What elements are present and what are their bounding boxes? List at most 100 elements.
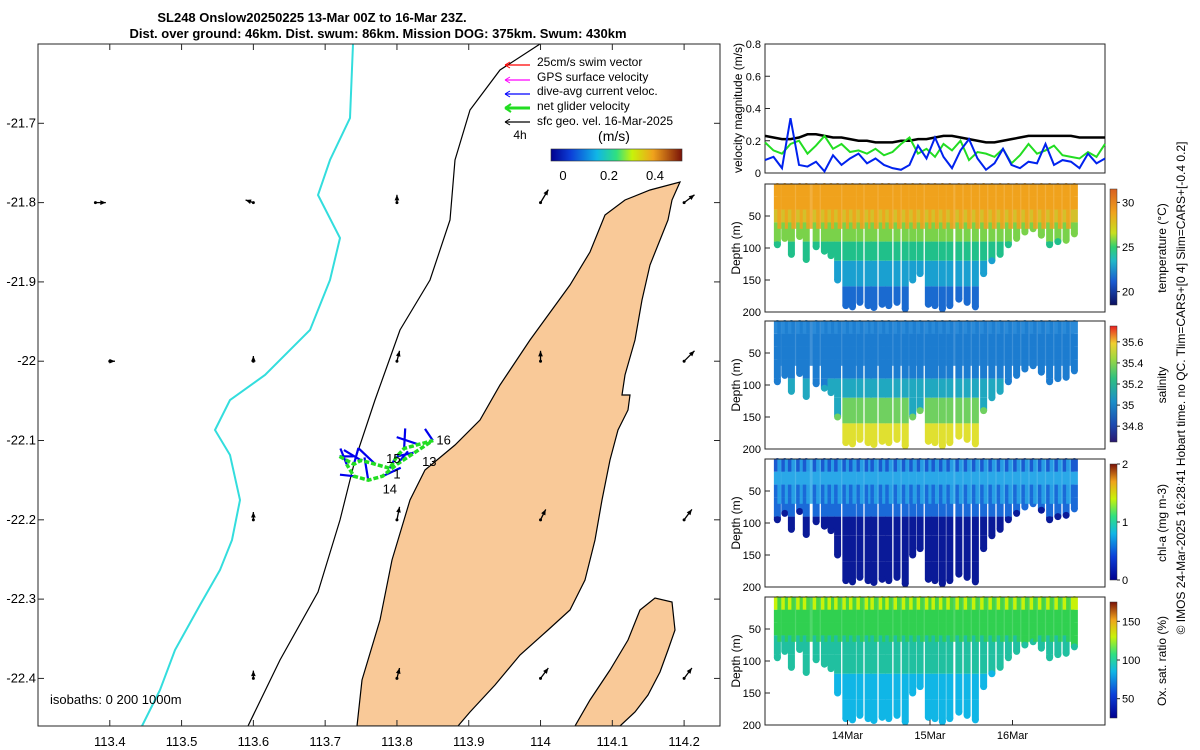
map-y-ticks: -21.7 -21.8 -21.9 -22 -22.1 -22.2 -22.3 -22.4 bbox=[6, 115, 720, 685]
profile-fill bbox=[983, 321, 992, 366]
profile-fill bbox=[1033, 184, 1042, 229]
profile-segment bbox=[938, 359, 946, 379]
map-y-tick-label: -22.1 bbox=[6, 433, 36, 448]
profile-segment bbox=[856, 673, 864, 700]
profile-bottom-point bbox=[842, 302, 850, 310]
profile-segment bbox=[1004, 497, 1012, 517]
profile-bottom-point bbox=[1070, 505, 1078, 513]
profile-segment bbox=[916, 673, 924, 687]
profile-segment bbox=[955, 359, 963, 379]
profile-bottom-point bbox=[980, 407, 988, 415]
map-x-ticks: 113.4 113.5 113.6 113.7 113.8 113.9 114 114.1 11… bbox=[94, 44, 700, 749]
geo-vector bbox=[682, 667, 693, 680]
profile-segment bbox=[924, 241, 932, 261]
profile-segment bbox=[901, 561, 909, 584]
profile-segment bbox=[971, 497, 979, 517]
profile-segment bbox=[1054, 497, 1062, 517]
profile-segment bbox=[924, 286, 932, 305]
profile-segment bbox=[848, 359, 856, 379]
profile-segment bbox=[938, 516, 946, 536]
profile-segment bbox=[842, 260, 850, 287]
profile-segment bbox=[938, 260, 946, 287]
profile-bottom-point bbox=[796, 232, 804, 240]
profile-bottom-point bbox=[1046, 378, 1054, 386]
profile-fill bbox=[873, 597, 883, 642]
profile-fill bbox=[888, 597, 897, 642]
profile-fill bbox=[991, 459, 1001, 504]
profile-segment bbox=[963, 635, 971, 655]
profile-fill bbox=[1033, 459, 1042, 504]
profile-segment bbox=[1070, 484, 1078, 498]
profile-segment bbox=[1054, 635, 1062, 655]
profile-segment bbox=[796, 635, 804, 650]
profile-segment bbox=[834, 654, 842, 674]
profile-segment bbox=[827, 222, 835, 242]
profile-segment bbox=[787, 222, 795, 242]
profile-segment bbox=[893, 286, 901, 303]
profile-segment bbox=[787, 635, 795, 655]
speed-cbar-tick-0: 0 bbox=[559, 168, 566, 183]
profile-bottom-point bbox=[773, 654, 781, 662]
profile-fill bbox=[967, 184, 976, 229]
profile-segment bbox=[946, 241, 954, 261]
profile-bottom-point bbox=[988, 532, 996, 540]
profile-segment bbox=[842, 654, 850, 674]
geo-vector bbox=[682, 194, 695, 205]
profile-segment bbox=[864, 423, 872, 443]
profile-segment bbox=[946, 359, 954, 379]
velocity-y-ticks: 0 0.2 0.4 0.6 0.8 bbox=[746, 39, 770, 180]
section-y-tick-label: 50 bbox=[749, 348, 761, 360]
profile-segment bbox=[916, 635, 924, 655]
profile-segment bbox=[963, 222, 971, 242]
map-x-tick-label: 114.2 bbox=[668, 734, 700, 749]
profile-bottom-point bbox=[802, 669, 810, 677]
section-panel-temperature: 50 100 150 200 Depth (m) 20 25 30 temperature (°… bbox=[729, 183, 1169, 319]
profile-bottom-point bbox=[963, 573, 971, 581]
profile-segment bbox=[1013, 497, 1021, 514]
profile-segment bbox=[909, 397, 917, 417]
profile-segment bbox=[924, 673, 932, 700]
speed-colorbar bbox=[550, 148, 683, 162]
profile-segment bbox=[856, 699, 864, 716]
profile-segment bbox=[946, 535, 954, 562]
profile-bottom-point bbox=[1004, 654, 1012, 662]
profile-segment bbox=[963, 654, 971, 674]
profile-segment bbox=[909, 516, 917, 536]
day-label: 15 bbox=[386, 451, 400, 466]
profile-segment bbox=[834, 359, 842, 379]
profile-bottom-point bbox=[1013, 234, 1021, 242]
profile-segment bbox=[916, 497, 924, 517]
profile-segment bbox=[885, 286, 893, 306]
profile-segment bbox=[781, 222, 789, 239]
profile-segment bbox=[802, 654, 810, 673]
land-peninsula bbox=[356, 181, 682, 726]
profile-fill bbox=[958, 597, 968, 642]
profile-segment bbox=[1070, 209, 1078, 223]
profile-bottom-point bbox=[980, 683, 988, 691]
profile-segment bbox=[802, 516, 810, 535]
profile-bottom-point bbox=[796, 507, 804, 515]
profile-bottom-point bbox=[1021, 228, 1029, 236]
profile-fill bbox=[888, 184, 897, 229]
profile-segment bbox=[893, 699, 901, 716]
profile-segment bbox=[931, 497, 939, 517]
profile-bottom-point bbox=[1070, 367, 1078, 375]
profile-segment bbox=[946, 378, 954, 398]
profile-bottom-point bbox=[963, 711, 971, 719]
profile-bottom-point bbox=[885, 439, 893, 447]
profile-segment bbox=[955, 286, 963, 300]
profile-bottom-point bbox=[931, 302, 939, 310]
section-x-tick-label: 15Mar bbox=[914, 730, 946, 742]
map-day-labels: 16 15 13 114 bbox=[383, 433, 451, 497]
profile-segment bbox=[842, 535, 850, 562]
profile-segment bbox=[1004, 222, 1012, 242]
profile-segment bbox=[971, 535, 979, 562]
profile-bottom-point bbox=[802, 531, 810, 539]
section-ylabel: Depth (m) bbox=[729, 496, 743, 549]
profile-segment bbox=[885, 497, 893, 517]
profile-segment bbox=[842, 673, 850, 700]
profile-fill bbox=[791, 184, 800, 229]
profile-bottom-point bbox=[963, 435, 971, 443]
profile-segment bbox=[1070, 471, 1078, 485]
profile-segment bbox=[885, 397, 893, 424]
